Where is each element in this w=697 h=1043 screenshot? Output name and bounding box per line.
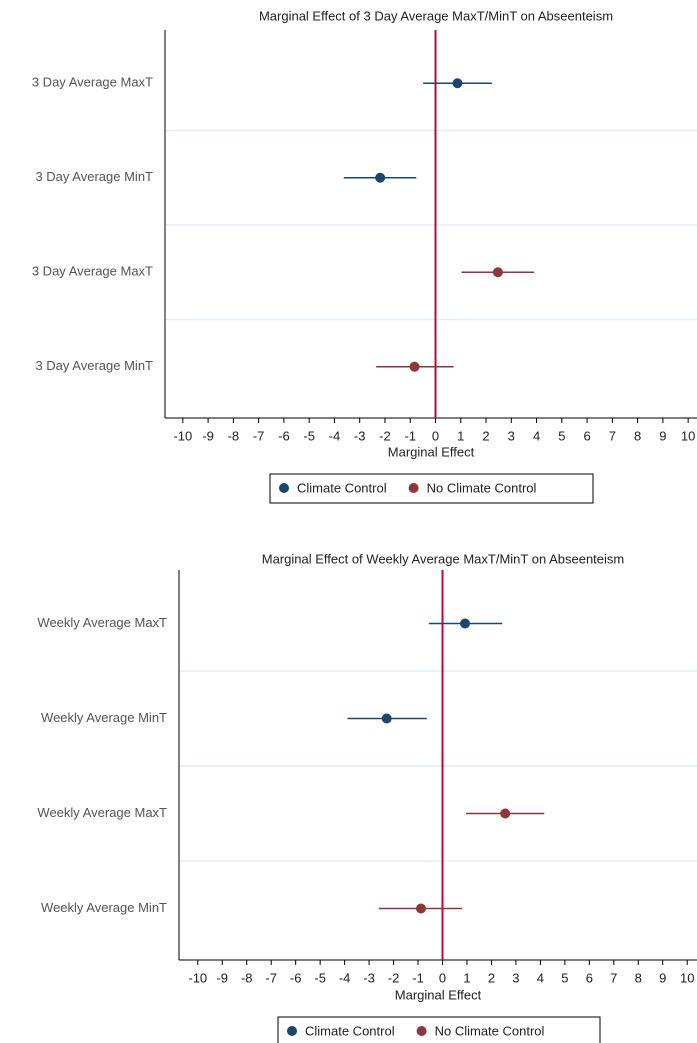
legend-box	[277, 1016, 601, 1043]
point	[381, 713, 392, 724]
y-tick-label: 3 Day Average MaxT	[32, 75, 153, 90]
x-tick-label: -8	[228, 428, 240, 443]
x-tick-label: -10	[173, 428, 192, 443]
point	[492, 267, 503, 278]
x-tick-label: 10	[681, 428, 695, 443]
x-tick-label: 8	[634, 428, 641, 443]
x-axis-label: Marginal Effect	[395, 987, 482, 1002]
x-tick-label: 5	[561, 970, 568, 985]
x-tick-label: -9	[202, 428, 214, 443]
legend-label: No Climate Control	[427, 480, 537, 495]
chart-title: Marginal Effect of Weekly Average MaxT/M…	[262, 551, 625, 566]
point	[415, 903, 426, 914]
legend-marker	[408, 483, 419, 493]
x-tick-label: 4	[533, 428, 540, 443]
legend-marker	[279, 483, 289, 493]
y-tick-label: Weekly Average MinT	[41, 710, 167, 725]
y-tick-label: Weekly Average MaxT	[37, 805, 167, 820]
x-tick-label: 6	[586, 970, 593, 985]
x-tick-label: 9	[659, 970, 666, 985]
x-tick-label: 9	[659, 428, 666, 443]
x-tick-label: 7	[609, 428, 616, 443]
y-tick-label: Weekly Average MaxT	[37, 615, 167, 630]
x-tick-label: -4	[329, 428, 341, 443]
x-tick-label: 4	[537, 970, 544, 985]
x-tick-label: 5	[558, 428, 565, 443]
legend-label: Climate Control	[297, 480, 387, 495]
x-tick-label: 8	[635, 970, 642, 985]
x-tick-label: 2	[482, 428, 489, 443]
x-tick-label: 1	[457, 428, 464, 443]
x-tick-label: -2	[388, 970, 400, 985]
chart-title: Marginal Effect of 3 Day Average MaxT/Mi…	[259, 8, 613, 23]
x-axis-label: Marginal Effect	[388, 444, 475, 459]
x-tick-label: 3	[512, 970, 519, 985]
x-tick-label: 10	[680, 970, 694, 985]
x-tick-label: -2	[379, 428, 391, 443]
x-tick-label: -7	[253, 428, 265, 443]
point	[452, 78, 463, 89]
x-tick-label: -1	[412, 970, 424, 985]
y-tick-label: 3 Day Average MinT	[35, 169, 153, 184]
x-tick-label: 2	[488, 970, 495, 985]
y-tick-label: 3 Day Average MaxT	[32, 264, 153, 279]
x-tick-label: -5	[303, 428, 315, 443]
x-tick-label: 6	[583, 428, 590, 443]
x-tick-label: -8	[241, 970, 253, 985]
legend-label: No Climate Control	[435, 1023, 545, 1038]
x-tick-label: -6	[290, 970, 302, 985]
x-tick-label: 3	[508, 428, 515, 443]
legend-marker	[416, 1026, 427, 1036]
x-tick-label: -10	[188, 970, 207, 985]
point	[460, 618, 471, 629]
x-tick-label: -6	[278, 428, 290, 443]
legend-box	[269, 473, 594, 504]
point	[500, 808, 511, 819]
x-tick-label: -7	[265, 970, 277, 985]
x-tick-label: 1	[463, 970, 470, 985]
y-tick-label: 3 Day Average MinT	[35, 358, 153, 373]
legend-marker	[287, 1026, 297, 1036]
x-tick-label: -1	[404, 428, 416, 443]
point	[409, 361, 420, 372]
x-tick-label: -3	[354, 428, 366, 443]
point	[375, 172, 386, 183]
legend-label: Climate Control	[305, 1023, 395, 1038]
x-tick-label: 0	[439, 970, 446, 985]
x-tick-label: -9	[216, 970, 228, 985]
x-tick-label: 0	[432, 428, 439, 443]
y-tick-label: Weekly Average MinT	[41, 900, 167, 915]
x-tick-label: 7	[610, 970, 617, 985]
x-tick-label: -5	[314, 970, 326, 985]
x-tick-label: -4	[339, 970, 351, 985]
x-tick-label: -3	[363, 970, 375, 985]
